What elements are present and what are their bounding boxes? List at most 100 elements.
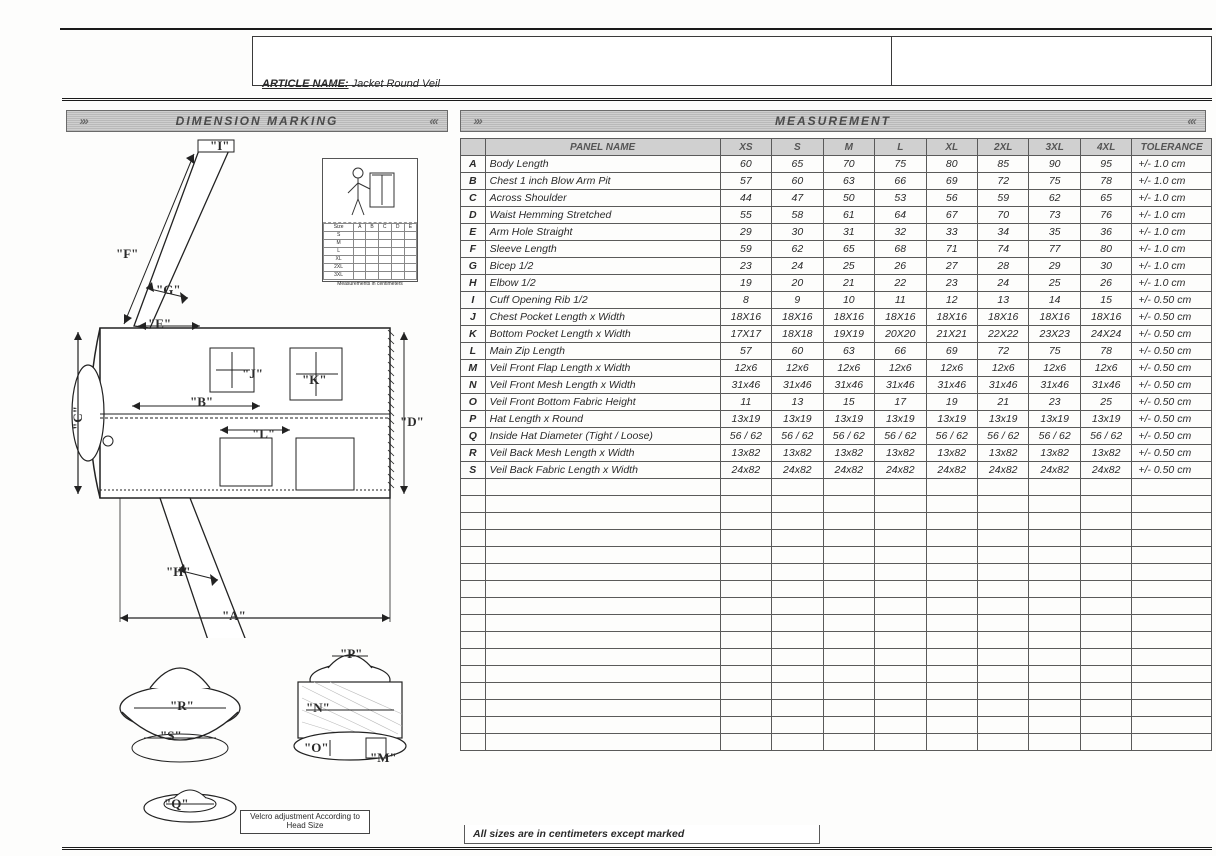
empty-cell [926, 530, 977, 547]
row-value: 56 / 62 [875, 428, 926, 445]
row-value: 63 [823, 173, 874, 190]
empty-cell [1132, 666, 1212, 683]
row-value: 25 [1080, 394, 1131, 411]
empty-cell [875, 632, 926, 649]
empty-cell [1132, 717, 1212, 734]
row-tolerance: +/- 0.50 cm [1132, 360, 1212, 377]
empty-cell [926, 700, 977, 717]
row-value: 56 / 62 [926, 428, 977, 445]
empty-cell [485, 717, 720, 734]
row-value: 59 [977, 190, 1028, 207]
empty-cell [823, 700, 874, 717]
section-title-measurement: MEASUREMENT [775, 114, 891, 128]
row-code: S [461, 462, 486, 479]
row-value: 55 [720, 207, 771, 224]
table-header-row: PANEL NAMEXSSMLXL2XL3XL4XLTOLERANCE [461, 139, 1212, 156]
row-value: 24 [977, 275, 1028, 292]
row-value: 13x82 [823, 445, 874, 462]
empty-cell [823, 683, 874, 700]
empty-cell [977, 513, 1028, 530]
row-value: 60 [772, 343, 823, 360]
row-value: 13x19 [926, 411, 977, 428]
row-tolerance: +/- 1.0 cm [1132, 275, 1212, 292]
row-value: 13x82 [1029, 445, 1080, 462]
empty-cell [1029, 683, 1080, 700]
row-name: Veil Back Fabric Length x Width [485, 462, 720, 479]
empty-cell [461, 513, 486, 530]
row-value: 57 [720, 343, 771, 360]
section-bar-dimension: »» DIMENSION MARKING «« [66, 110, 448, 132]
row-value: 12x6 [977, 360, 1028, 377]
row-value: 9 [772, 292, 823, 309]
empty-cell [823, 479, 874, 496]
empty-cell [875, 530, 926, 547]
empty-cell [772, 530, 823, 547]
empty-cell [720, 632, 771, 649]
row-value: 17 [875, 394, 926, 411]
empty-cell [823, 547, 874, 564]
row-value: 23 [720, 258, 771, 275]
row-value: 12 [926, 292, 977, 309]
row-value: 8 [720, 292, 771, 309]
empty-cell [461, 598, 486, 615]
empty-cell [1132, 683, 1212, 700]
row-value: 19 [926, 394, 977, 411]
empty-cell [823, 734, 874, 751]
chevron-right-icon: «« [1177, 111, 1203, 131]
empty-cell [1080, 717, 1131, 734]
row-value: 13x19 [875, 411, 926, 428]
row-value: 78 [1080, 343, 1131, 360]
empty-cell [720, 666, 771, 683]
row-value: 76 [1080, 207, 1131, 224]
row-value: 56 / 62 [720, 428, 771, 445]
row-value: 18X16 [1080, 309, 1131, 326]
row-value: 72 [977, 343, 1028, 360]
row-tolerance: +/- 0.50 cm [1132, 445, 1212, 462]
row-tolerance: +/- 1.0 cm [1132, 207, 1212, 224]
row-value: 56 / 62 [823, 428, 874, 445]
row-value: 20 [772, 275, 823, 292]
row-name: Inside Hat Diameter (Tight / Loose) [485, 428, 720, 445]
empty-cell [1080, 547, 1131, 564]
row-value: 12x6 [772, 360, 823, 377]
mini-legend-table: SizeABCDE S M L XL 2XL 3XL [323, 223, 417, 280]
label-N: "N" [306, 700, 330, 716]
row-value: 31x46 [1080, 377, 1131, 394]
table-row-empty [461, 666, 1212, 683]
row-value: 21 [823, 275, 874, 292]
table-header-cell: L [875, 139, 926, 156]
row-name: Waist Hemming Stretched [485, 207, 720, 224]
empty-cell [926, 547, 977, 564]
row-value: 23X23 [1029, 326, 1080, 343]
table-footer-note: All sizes are in centimeters except mark… [464, 825, 820, 844]
empty-cell [485, 683, 720, 700]
table-row-empty [461, 479, 1212, 496]
chevron-left-icon: »» [69, 111, 95, 131]
row-code: E [461, 224, 486, 241]
row-value: 10 [823, 292, 874, 309]
row-value: 70 [977, 207, 1028, 224]
empty-cell [461, 666, 486, 683]
row-tolerance: +/- 0.50 cm [1132, 377, 1212, 394]
row-value: 27 [926, 258, 977, 275]
row-value: 24x82 [772, 462, 823, 479]
empty-cell [720, 598, 771, 615]
empty-cell [1132, 581, 1212, 598]
row-value: 25 [1029, 275, 1080, 292]
table-header-cell: S [772, 139, 823, 156]
empty-cell [823, 649, 874, 666]
empty-cell [485, 666, 720, 683]
empty-cell [875, 513, 926, 530]
row-value: 72 [977, 173, 1028, 190]
empty-cell [485, 496, 720, 513]
empty-cell [772, 581, 823, 598]
empty-cell [461, 496, 486, 513]
row-value: 58 [772, 207, 823, 224]
row-value: 13x82 [1080, 445, 1131, 462]
empty-cell [1132, 598, 1212, 615]
empty-cell [977, 632, 1028, 649]
empty-cell [926, 513, 977, 530]
empty-cell [772, 496, 823, 513]
empty-cell [720, 649, 771, 666]
empty-cell [1132, 632, 1212, 649]
